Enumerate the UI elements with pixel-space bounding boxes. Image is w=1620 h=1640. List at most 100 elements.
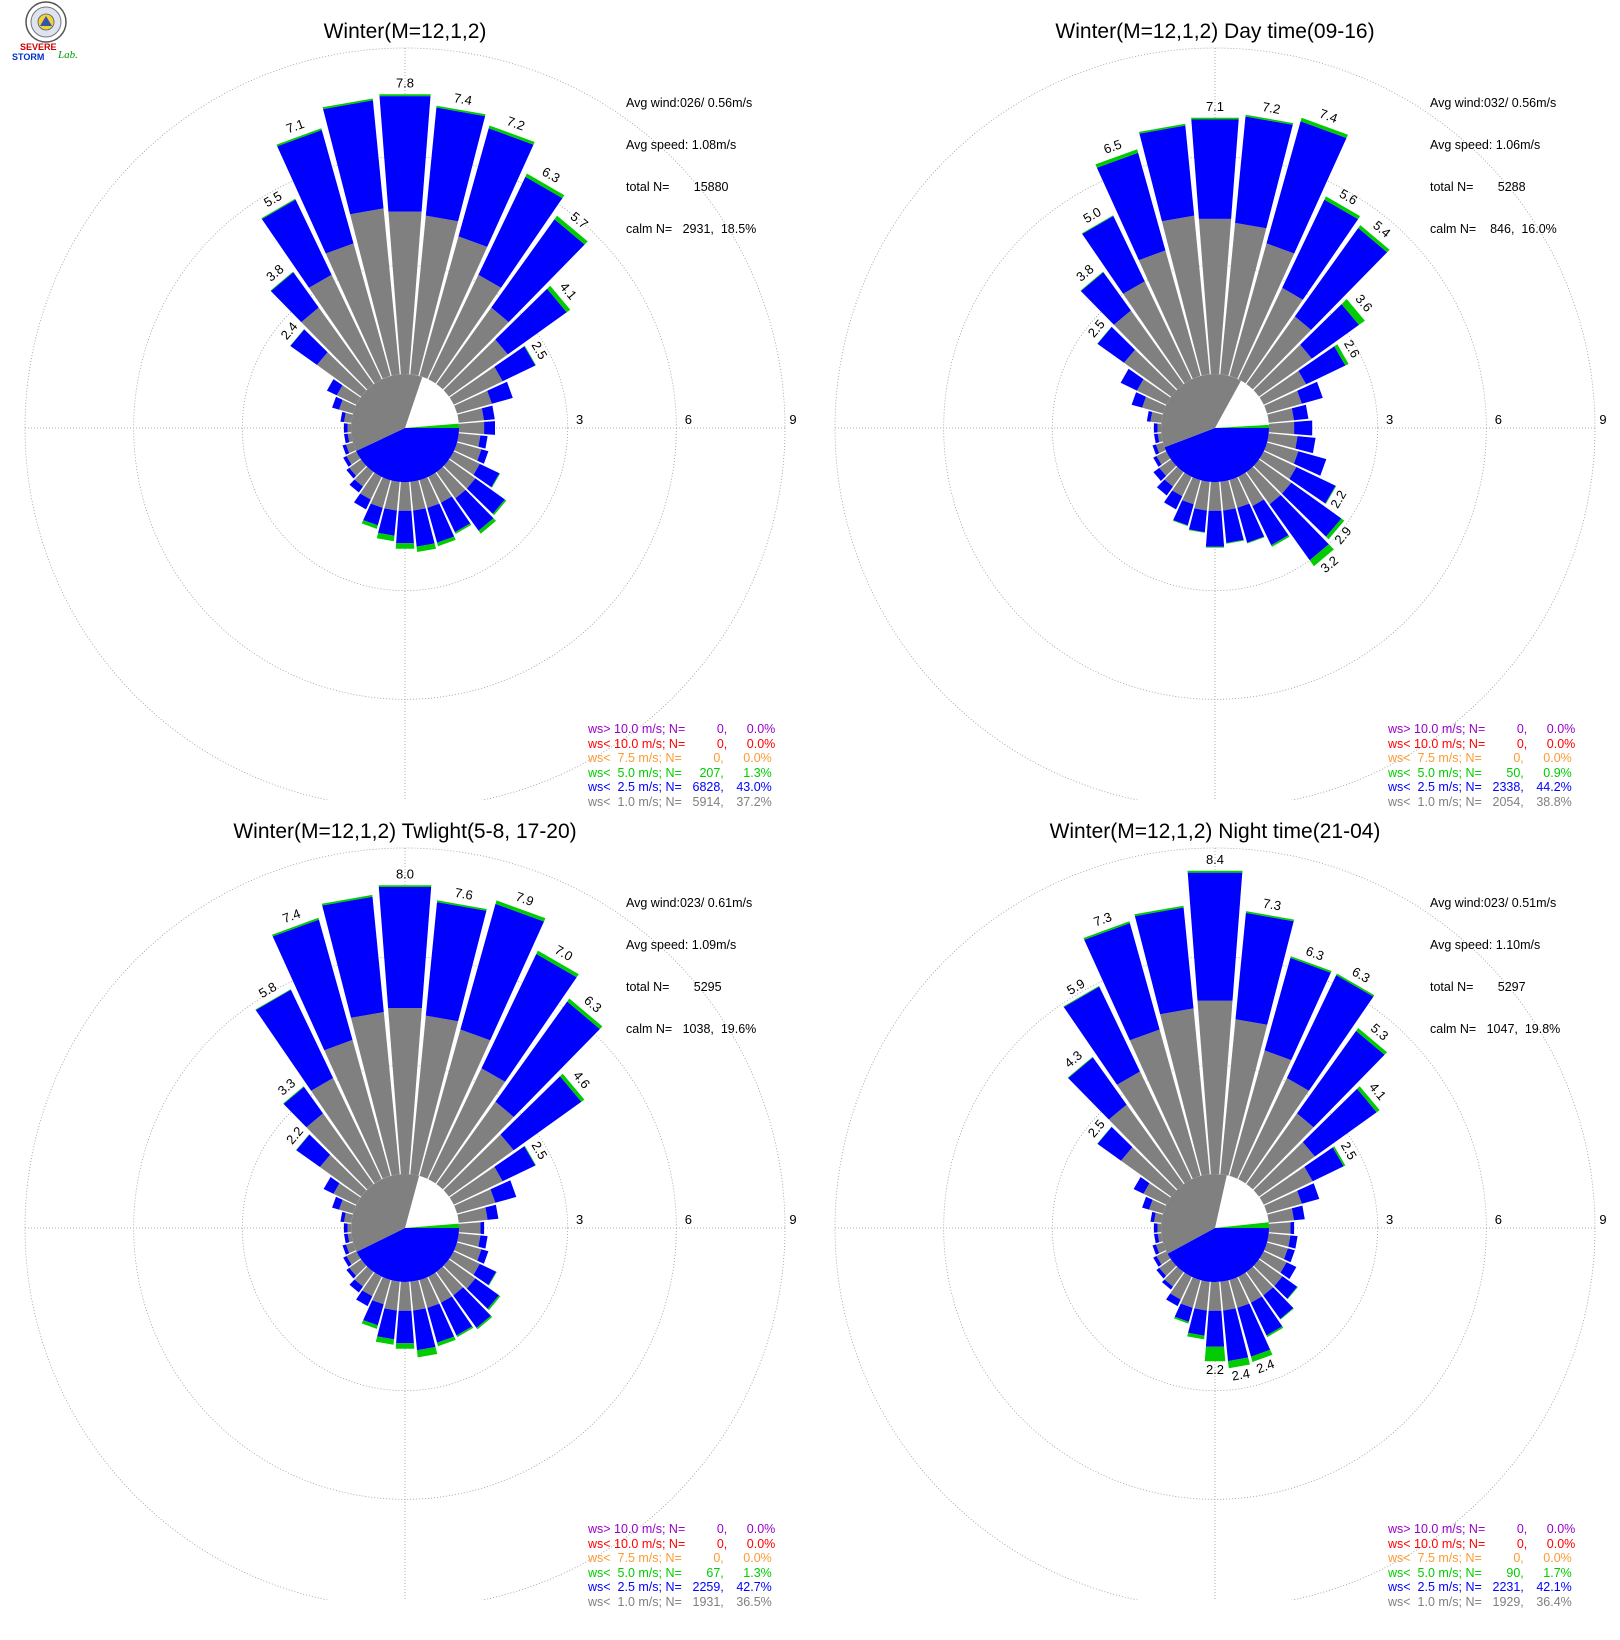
sector-bar-green [296, 1134, 310, 1151]
range-ring [1051, 1064, 1379, 1392]
chart-title: Winter(M=12,1,2) Twlight(5-8, 17-20) [233, 820, 577, 843]
sector-bar-green [261, 198, 296, 220]
sector-bar-blue [344, 433, 350, 444]
sector-bar-gray [454, 442, 482, 461]
sector-bar-green [1188, 529, 1205, 533]
sector-bar-blue [495, 288, 567, 355]
sector-label: 8.4 [1206, 852, 1224, 867]
sector-bar-gray [398, 1281, 412, 1311]
sector-bar-gray [428, 472, 452, 503]
speed-legend: ws> 10.0 m/s; N= 0, 0.0% ws< 10.0 m/s; N= 0,… [1388, 722, 1575, 810]
sector-bar-gray [1253, 459, 1292, 494]
sector-bar-gray [1150, 411, 1163, 423]
sector-bar-gray [306, 1113, 374, 1190]
sector-bar-green [478, 518, 496, 534]
sector-bar-gray [346, 451, 361, 465]
sector-bar-blue [1084, 923, 1160, 1041]
sector-bar-gray [436, 307, 509, 390]
sector-bar-gray [346, 1251, 361, 1265]
legend-label: ws< 2.5 m/s; N= [588, 780, 682, 795]
legend-percent: 38.8% [1536, 794, 1572, 809]
sector-bar-blue [1235, 116, 1293, 229]
sector-bar-blue [323, 1177, 340, 1194]
sector-bar-blue [1205, 1310, 1225, 1347]
sector-bar-green [1247, 536, 1265, 544]
calm-pie-blue [356, 1228, 459, 1282]
sector-bar-blue [1286, 975, 1374, 1091]
sector-bar-gray [1238, 287, 1303, 384]
range-ring [834, 47, 1596, 800]
sector-label: 7.2 [1261, 99, 1281, 117]
legend-label: ws< 2.5 m/s; N= [588, 1580, 682, 1595]
legend-row: ws< 2.5 m/s; N= 6828, 43.0% [588, 780, 775, 795]
calm-pie-gray [350, 374, 423, 451]
ring-label: 3 [1386, 1212, 1393, 1227]
sector-bar-blue [1302, 1088, 1377, 1157]
sector-bar-blue [377, 1308, 397, 1340]
sector-bar-gray [319, 1154, 367, 1197]
legend-label: ws< 5.0 m/s; N= [1388, 1565, 1482, 1580]
ring-label: 3 [1386, 412, 1393, 427]
sector-bar-gray [1264, 1190, 1302, 1214]
sector-bar-gray [301, 307, 374, 390]
sector-bar-blue [1250, 1296, 1283, 1336]
sector-bar-gray [1246, 316, 1312, 390]
sector-bar-gray [1164, 1266, 1184, 1287]
stats-total-n: total N= 5288 [1430, 180, 1526, 194]
sector-bar-gray [388, 1008, 422, 1175]
sector-bar-gray [436, 466, 466, 499]
sector-bar-green [488, 125, 535, 145]
sector-bar-green [560, 1073, 585, 1102]
sector-bar-gray [344, 412, 353, 423]
sector-bar-green [1083, 921, 1130, 940]
sector-bar-gray [443, 459, 476, 489]
logo-text-lab: Lab. [57, 49, 78, 61]
sector-bar-blue [1298, 346, 1346, 385]
sector-bar-blue [1152, 444, 1160, 455]
sector-label: 6.3 [540, 164, 563, 186]
sector-bar-gray [347, 433, 353, 443]
legend-percent: 42.7% [736, 1580, 772, 1595]
sector-bar-green [1226, 539, 1244, 544]
sector-bar-gray [339, 399, 356, 414]
sector-bar-blue [1133, 1177, 1150, 1194]
legend-count: 2259, [692, 1580, 724, 1595]
sector-label: 7.4 [453, 90, 473, 108]
sector-bar-gray [1220, 1019, 1268, 1176]
legend-percent: 0.0% [1546, 736, 1576, 751]
windrose-chart: 3 6 98.07.6 7.97.06.34.62.52.23.35.87.4 [24, 847, 797, 1600]
sector-bar-gray [1220, 222, 1267, 376]
sector-bar-gray [457, 1207, 488, 1223]
sector-bar-blue [1080, 272, 1131, 325]
speed-legend: ws> 10.0 m/s; N= 0, 0.0% ws< 10.0 m/s; N= 0,… [588, 1522, 775, 1610]
legend-row: ws< 7.5 m/s; N= 0, 0.0% [1388, 751, 1575, 766]
sector-bar-green [1187, 1332, 1205, 1340]
sector-bar-gray [1208, 1281, 1222, 1311]
sector-label: 7.4 [280, 906, 302, 926]
sector-bar-green [492, 499, 507, 516]
sector-bar-blue [290, 329, 328, 365]
sector-bar-gray [324, 1039, 391, 1179]
sector-bar-gray [1160, 1008, 1210, 1176]
sector-bar-gray [1194, 480, 1210, 511]
ring-label: 6 [1495, 412, 1502, 427]
sector-bar-gray [1267, 1233, 1291, 1247]
sector-bar-gray [449, 1166, 503, 1205]
sector-bar-blue [478, 1235, 488, 1249]
sector-bar-blue [466, 478, 505, 514]
legend-percent: 0.0% [1543, 1551, 1572, 1566]
sector-bar-gray [1246, 466, 1281, 505]
sector-bar-green [456, 1326, 474, 1338]
sector-bar-green [416, 543, 436, 552]
legend-label: ws< 5.0 m/s; N= [588, 1565, 682, 1580]
windrose-chart: 3 6 98.47.36.36.35.34.12.52.42.42.22.54.35… [834, 847, 1607, 1600]
legend-label: ws< 10.0 m/s; N= [588, 1536, 686, 1551]
range-ring [241, 264, 569, 592]
sector-bar-gray [372, 1277, 391, 1305]
sector-bar-gray [443, 1259, 476, 1289]
stats-total-n: total N= 15880 [626, 180, 729, 194]
legend-percent: 0.0% [746, 1536, 776, 1551]
sector-bar-green [1266, 1326, 1284, 1338]
sector-bar-gray [1154, 1212, 1163, 1223]
sector-bar-green [376, 532, 395, 542]
